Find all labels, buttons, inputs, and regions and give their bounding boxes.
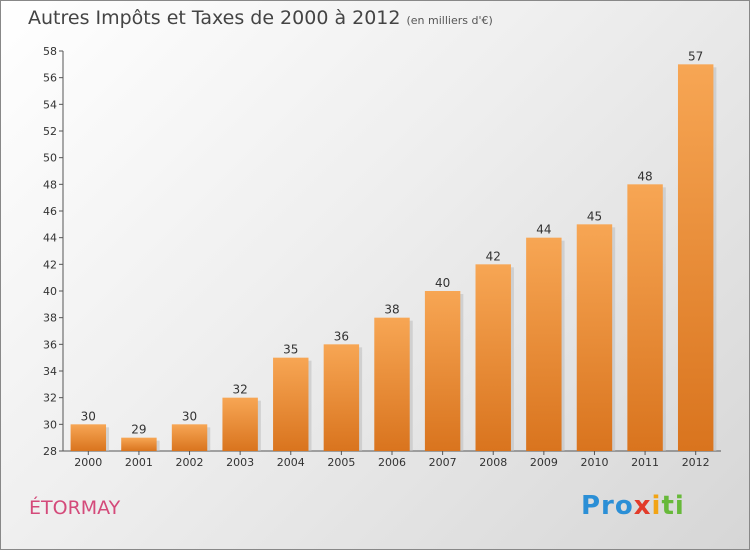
proxiti-logo[interactable]: Proxiti [581, 491, 685, 521]
y-tick-label: 54 [43, 98, 57, 111]
bar [70, 424, 107, 451]
data-label: 45 [587, 209, 602, 223]
data-label: 42 [486, 249, 501, 263]
bar [222, 397, 258, 451]
logo-part-2: x [633, 491, 652, 521]
y-tick-label: 50 [43, 152, 57, 165]
y-tick-label: 42 [43, 258, 57, 271]
data-label: 30 [81, 409, 96, 423]
x-tick-label: 2009 [530, 456, 558, 469]
x-tick-label: 2007 [429, 456, 457, 469]
data-label: 38 [384, 303, 399, 317]
bars [70, 64, 717, 452]
chart-subtitle: (en milliers d'€) [406, 14, 493, 27]
bar [627, 184, 663, 452]
logo-part-1: Pro [581, 491, 634, 521]
x-tick-label: 2010 [580, 456, 608, 469]
y-tick-label: 32 [43, 392, 57, 405]
y-tick-label: 58 [43, 45, 57, 58]
x-tick-label: 2008 [479, 456, 507, 469]
x-tick-label: 2012 [682, 456, 710, 469]
data-label: 48 [637, 169, 652, 183]
y-tick-label: 52 [43, 125, 57, 138]
chart-title-text: Autres Impôts et Taxes de 2000 à 2012 [28, 7, 401, 29]
x-tick-label: 2011 [631, 456, 659, 469]
bar [171, 424, 208, 451]
data-label: 35 [283, 343, 298, 357]
bar [374, 317, 410, 451]
logo-part-4: ti [661, 491, 685, 521]
data-label: 30 [182, 409, 197, 423]
y-tick-label: 28 [43, 445, 57, 458]
x-tick-label: 2006 [378, 456, 406, 469]
logo-part-3: i [651, 491, 662, 521]
y-tick-label: 44 [43, 232, 57, 245]
bar [323, 344, 360, 451]
y-tick-label: 34 [43, 365, 57, 378]
y-axis: 28 30 32 34 36 38 40 42 44 46 48 50 52 54 56 58 [43, 45, 64, 458]
y-tick-label: 56 [43, 72, 57, 85]
y-tick-label: 38 [43, 312, 57, 325]
x-tick-label: 2000 [74, 456, 102, 469]
x-axis: 2000 2001 2002 2003 2004 2005 2006 2007 2008 2009… [63, 450, 721, 469]
bar [424, 291, 461, 451]
y-tick-label: 36 [43, 338, 57, 351]
y-tick-label: 30 [43, 418, 57, 431]
data-label: 40 [435, 276, 450, 290]
data-label: 36 [334, 329, 349, 343]
place-name: ÉTORMAY [29, 497, 121, 519]
data-label: 29 [131, 423, 146, 437]
x-tick-label: 2002 [176, 456, 204, 469]
x-tick-label: 2003 [226, 456, 254, 469]
y-tick-label: 40 [43, 285, 57, 298]
x-tick-label: 2005 [327, 456, 355, 469]
bar [273, 357, 309, 451]
bar [121, 437, 157, 451]
data-labels: 30 29 30 32 35 36 38 40 42 44 45 48 57 [81, 49, 704, 436]
bar [475, 264, 511, 451]
data-label: 44 [536, 223, 551, 237]
bar [526, 237, 562, 451]
data-label: 32 [233, 383, 248, 397]
x-tick-label: 2004 [277, 456, 305, 469]
x-tick-label: 2001 [125, 456, 153, 469]
data-label: 57 [688, 49, 703, 63]
y-tick-label: 48 [43, 178, 57, 191]
bar [576, 224, 613, 451]
bar [677, 64, 714, 452]
chart-title: Autres Impôts et Taxes de 2000 à 2012 (en… [28, 7, 493, 29]
y-tick-label: 46 [43, 205, 57, 218]
